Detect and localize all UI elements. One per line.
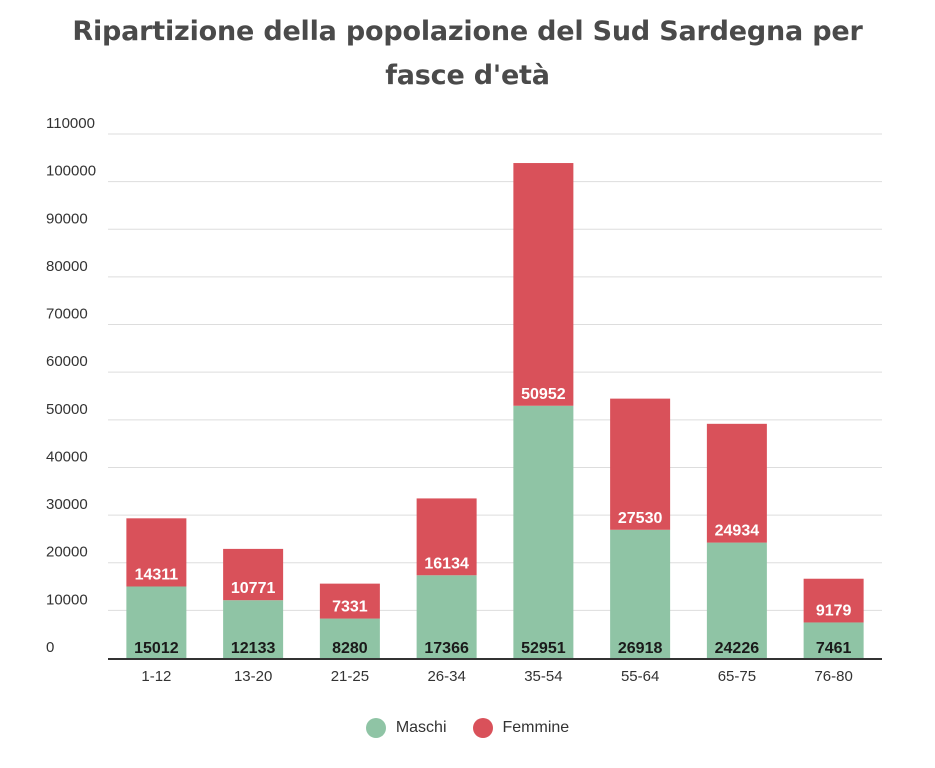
bar-femmine (610, 398, 671, 530)
y-tick-label: 110000 (46, 115, 95, 132)
legend-item-femmine[interactable]: Femmine (472, 718, 570, 738)
y-tick-label: 10000 (46, 591, 88, 608)
chart-plot-area: 0 10000 20000 30000 40000 50000 60000 70000 8000… (46, 115, 882, 685)
bar-maschi (803, 622, 864, 658)
y-tick-label: 50000 (46, 401, 88, 418)
y-tick-label: 30000 (46, 496, 88, 513)
data-label-maschi: 26918 (618, 640, 663, 657)
data-label-femmine: 16134 (424, 555, 469, 572)
bar-maschi (513, 405, 574, 658)
y-tick-label: 100000 (46, 163, 96, 180)
bar-maschi (610, 529, 671, 658)
data-label-maschi: 17366 (424, 640, 469, 657)
bar-femmine (126, 518, 187, 587)
x-tick-label: 65-75 (718, 668, 756, 685)
data-label-maschi: 7461 (816, 640, 852, 657)
legend-label-maschi: Maschi (395, 719, 447, 736)
x-tick-label: 35-54 (524, 668, 562, 685)
y-tick-label: 90000 (46, 210, 88, 227)
data-label-femmine: 10771 (231, 580, 276, 597)
legend-swatch-maschi (365, 718, 386, 738)
data-label-femmine: 7331 (332, 599, 368, 616)
chart-legend: Maschi Femmine (0, 718, 935, 738)
y-tick-label: 60000 (46, 353, 88, 370)
x-tick-label: 13-20 (234, 668, 272, 685)
bar-maschi (319, 618, 380, 658)
data-label-femmine: 24934 (715, 523, 760, 540)
bar-femmine (416, 498, 477, 576)
legend-swatch-femmine (472, 718, 493, 738)
x-tick-label: 55-64 (621, 668, 659, 685)
data-label-femmine: 50952 (521, 386, 566, 403)
data-label-maschi: 15012 (134, 640, 179, 657)
data-label-femmine: 27530 (618, 510, 663, 527)
bar-femmine (319, 583, 380, 619)
legend-label-femmine: Femmine (502, 719, 570, 736)
y-tick-label: 20000 (46, 544, 88, 561)
data-label-maschi: 12133 (231, 640, 276, 657)
y-tick-label: 70000 (46, 306, 88, 323)
x-tick-label: 76-80 (814, 668, 852, 685)
x-tick-label: 26-34 (427, 668, 465, 685)
bar-femmine (706, 423, 767, 543)
bar-maschi (706, 542, 767, 658)
y-tick-label: 80000 (46, 258, 88, 275)
bar-maschi (223, 600, 284, 658)
data-label-maschi: 24226 (715, 640, 760, 657)
bar-femmine (513, 163, 574, 406)
data-label-maschi: 52951 (521, 640, 566, 657)
y-tick-label: 0 (46, 639, 54, 656)
bar-femmine (223, 548, 284, 601)
bar-femmine (803, 578, 864, 623)
x-tick-label: 21-25 (331, 668, 369, 685)
chart-title: Ripartizione della popolazione del Sud S… (72, 16, 863, 91)
y-tick-label: 40000 (46, 448, 88, 465)
data-label-maschi: 8280 (332, 640, 368, 657)
data-label-femmine: 14311 (135, 566, 179, 583)
x-tick-label: 1-12 (141, 668, 171, 685)
bar-maschi (416, 575, 477, 658)
data-label-femmine: 9179 (816, 602, 852, 619)
bar-maschi (126, 586, 187, 658)
legend-item-maschi[interactable]: Maschi (365, 718, 447, 738)
